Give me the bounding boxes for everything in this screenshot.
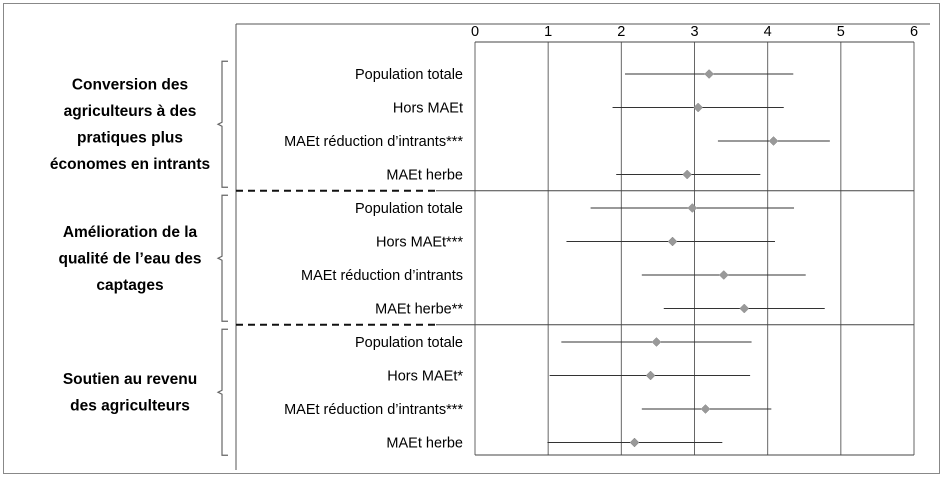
row-label: Population totale <box>355 335 463 351</box>
row-label: Hors MAEt <box>393 101 463 117</box>
mean-marker <box>687 203 698 213</box>
group-label-line: captages <box>96 277 163 294</box>
figure-frame <box>3 3 940 474</box>
x-tick-label: 1 <box>544 24 552 40</box>
x-tick-label: 6 <box>910 24 918 40</box>
row-label: MAEt herbe** <box>375 302 463 318</box>
mean-marker <box>667 236 678 247</box>
mean-marker <box>651 337 662 347</box>
group-label-line: agriculteurs à des <box>64 103 197 120</box>
group-bracket <box>216 194 228 322</box>
group-label-line: économes en intrants <box>50 156 210 173</box>
row-label: MAEt réduction d’intrants <box>301 268 463 284</box>
x-tick-label: 4 <box>764 24 772 40</box>
group-label-line: qualité de l’eau des <box>59 250 202 267</box>
row-label: Hors MAEt* <box>387 369 463 385</box>
mean-marker <box>645 370 656 381</box>
mean-marker <box>700 404 711 414</box>
group-label-line: Conversion des <box>72 77 188 94</box>
group-label-line: des agriculteurs <box>70 398 190 415</box>
x-tick-label: 5 <box>837 24 845 40</box>
mean-marker <box>629 437 640 448</box>
mean-marker <box>682 169 693 180</box>
row-label: Population totale <box>355 201 463 217</box>
mean-marker <box>768 136 779 146</box>
mean-marker <box>704 69 714 79</box>
mean-marker <box>739 303 750 314</box>
row-label: MAEt réduction d’intrants*** <box>284 402 463 418</box>
x-tick-label: 2 <box>617 24 625 40</box>
mean-marker <box>693 102 704 113</box>
row-label: MAEt herbe <box>386 168 463 184</box>
x-tick-label: 0 <box>471 24 479 40</box>
group-label-line: Soutien au revenu <box>63 371 197 388</box>
row-label: Population totale <box>355 67 463 83</box>
group-bracket <box>216 60 228 188</box>
mean-marker <box>718 270 729 280</box>
group-bracket <box>216 328 228 456</box>
row-label: MAEt herbe <box>386 436 463 452</box>
x-tick-label: 3 <box>690 24 698 40</box>
group-label-line: Amélioration de la <box>63 224 198 241</box>
row-label: Hors MAEt*** <box>376 235 463 251</box>
group-label-line: pratiques plus <box>77 130 183 147</box>
row-label: MAEt réduction d’intrants*** <box>284 134 463 150</box>
